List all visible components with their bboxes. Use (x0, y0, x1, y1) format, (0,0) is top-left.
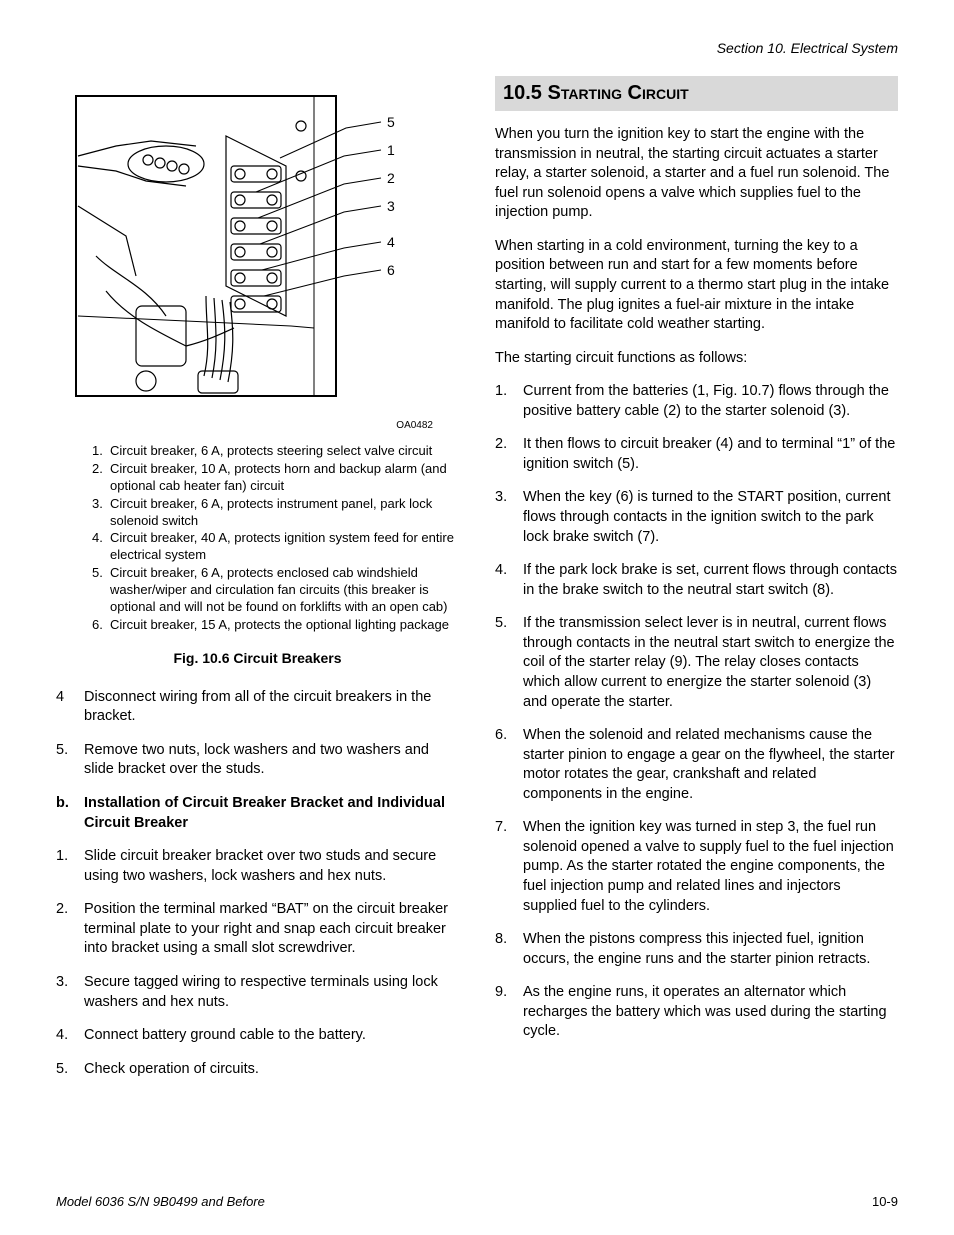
paragraph-3: The starting circuit functions as follow… (495, 349, 898, 369)
list-text: Current from the batteries (1, Fig. 10.7… (523, 382, 898, 421)
list-item: 1.Slide circuit breaker bracket over two… (56, 847, 459, 886)
list-num: 4 (56, 688, 84, 727)
list-item: 4Disconnect wiring from all of the circu… (56, 688, 459, 727)
list-item: 5.If the transmission select lever is in… (495, 614, 898, 712)
legend-item: 4.Circuit breaker, 40 A, protects igniti… (92, 530, 459, 564)
list-text: When the pistons compress this injected … (523, 930, 898, 969)
figure-caption: Fig. 10.6 Circuit Breakers (56, 650, 459, 666)
list-item: 9.As the engine runs, it operates an alt… (495, 983, 898, 1042)
list-num: 1. (495, 382, 523, 421)
legend-num: 2. (92, 461, 110, 495)
footer-model: Model 6036 S/N 9B0499 and Before (56, 1194, 265, 1209)
list-text: Check operation of circuits. (84, 1060, 259, 1080)
list-num: 6. (495, 726, 523, 804)
svg-text:6: 6 (387, 262, 395, 278)
list-item: 3.When the key (6) is turned to the STAR… (495, 488, 898, 547)
list-num: 7. (495, 818, 523, 916)
diagram-svg: 5 1 2 3 4 6 (56, 86, 396, 416)
list-text: Secure tagged wiring to respective termi… (84, 973, 459, 1012)
list-num: 2. (495, 435, 523, 474)
right-column: 10.5 Starting Circuit When you turn the … (495, 76, 898, 1093)
list-item: 2.It then flows to circuit breaker (4) a… (495, 435, 898, 474)
list-text: It then flows to circuit breaker (4) and… (523, 435, 898, 474)
list-item: 2.Position the terminal marked “BAT” on … (56, 900, 459, 959)
legend-text: Circuit breaker, 6 A, protects steering … (110, 443, 432, 460)
list-text: As the engine runs, it operates an alter… (523, 983, 898, 1042)
section-header: Section 10. Electrical System (56, 40, 898, 56)
legend-num: 4. (92, 530, 110, 564)
svg-text:1: 1 (387, 142, 395, 158)
footer-page: 10-9 (872, 1194, 898, 1209)
list-num: 4. (56, 1026, 84, 1046)
sub-heading-text: Installation of Circuit Breaker Bracket … (84, 794, 459, 833)
list-item: 8.When the pistons compress this injecte… (495, 930, 898, 969)
svg-text:3: 3 (387, 198, 395, 214)
svg-text:2: 2 (387, 170, 395, 186)
list-text: If the park lock brake is set, current f… (523, 561, 898, 600)
left-column: 512346 OA0482 1.Circuit breaker, 6 A, pr… (56, 76, 459, 1093)
legend-item: 2.Circuit breaker, 10 A, protects horn a… (92, 461, 459, 495)
list-item: 5.Remove two nuts, lock washers and two … (56, 741, 459, 780)
list-num: 2. (56, 900, 84, 959)
list-item: 1.Current from the batteries (1, Fig. 10… (495, 382, 898, 421)
paragraph-1: When you turn the ignition key to start … (495, 125, 898, 223)
list-text: Connect battery ground cable to the batt… (84, 1026, 366, 1046)
legend-num: 1. (92, 443, 110, 460)
legend-text: Circuit breaker, 15 A, protects the opti… (110, 617, 449, 634)
list-text: When the key (6) is turned to the START … (523, 488, 898, 547)
list-text: Disconnect wiring from all of the circui… (84, 688, 459, 727)
sub-heading-letter: b. (56, 794, 84, 833)
right-steps: 1.Current from the batteries (1, Fig. 10… (495, 382, 898, 1042)
legend-text: Circuit breaker, 10 A, protects horn and… (110, 461, 459, 495)
legend-item: 3.Circuit breaker, 6 A, protects instrum… (92, 496, 459, 530)
list-text: Slide circuit breaker bracket over two s… (84, 847, 459, 886)
list-item: 4.If the park lock brake is set, current… (495, 561, 898, 600)
list-item: 6.When the solenoid and related mechanis… (495, 726, 898, 804)
two-column-layout: 512346 OA0482 1.Circuit breaker, 6 A, pr… (56, 76, 898, 1093)
diagram-legend: 1.Circuit breaker, 6 A, protects steerin… (56, 443, 459, 634)
list-num: 4. (495, 561, 523, 600)
svg-text:4: 4 (387, 234, 395, 250)
list-item: 5.Check operation of circuits. (56, 1060, 459, 1080)
list-num: 9. (495, 983, 523, 1042)
list-item: 3.Secure tagged wiring to respective ter… (56, 973, 459, 1012)
paragraph-2: When starting in a cold environment, tur… (495, 237, 898, 335)
list-text: When the ignition key was turned in step… (523, 818, 898, 916)
left-steps-b: 1.Slide circuit breaker bracket over two… (56, 847, 459, 1079)
svg-text:5: 5 (387, 114, 395, 130)
list-text: Position the terminal marked “BAT” on th… (84, 900, 459, 959)
legend-num: 3. (92, 496, 110, 530)
list-num: 5. (56, 741, 84, 780)
list-text: When the solenoid and related mechanisms… (523, 726, 898, 804)
list-text: If the transmission select lever is in n… (523, 614, 898, 712)
circuit-breaker-diagram: 5 1 2 3 4 6 (56, 86, 396, 416)
list-text: Remove two nuts, lock washers and two wa… (84, 741, 459, 780)
list-num: 3. (495, 488, 523, 547)
left-steps-a: 4Disconnect wiring from all of the circu… (56, 688, 459, 780)
page-footer: Model 6036 S/N 9B0499 and Before 10-9 (56, 1194, 898, 1209)
list-num: 8. (495, 930, 523, 969)
list-num: 5. (56, 1060, 84, 1080)
legend-item: 6.Circuit breaker, 15 A, protects the op… (92, 617, 459, 634)
list-num: 1. (56, 847, 84, 886)
legend-text: Circuit breaker, 6 A, protects instrumen… (110, 496, 459, 530)
list-item: 4.Connect battery ground cable to the ba… (56, 1026, 459, 1046)
section-title: 10.5 Starting Circuit (495, 76, 898, 111)
legend-item: 5.Circuit breaker, 6 A, protects enclose… (92, 565, 459, 616)
legend-item: 1.Circuit breaker, 6 A, protects steerin… (92, 443, 459, 460)
sub-heading-b: b. Installation of Circuit Breaker Brack… (56, 794, 459, 833)
legend-text: Circuit breaker, 40 A, protects ignition… (110, 530, 459, 564)
list-num: 3. (56, 973, 84, 1012)
legend-num: 6. (92, 617, 110, 634)
diagram-reference: OA0482 (56, 420, 459, 431)
list-item: 7.When the ignition key was turned in st… (495, 818, 898, 916)
legend-text: Circuit breaker, 6 A, protects enclosed … (110, 565, 459, 616)
list-num: 5. (495, 614, 523, 712)
legend-num: 5. (92, 565, 110, 616)
